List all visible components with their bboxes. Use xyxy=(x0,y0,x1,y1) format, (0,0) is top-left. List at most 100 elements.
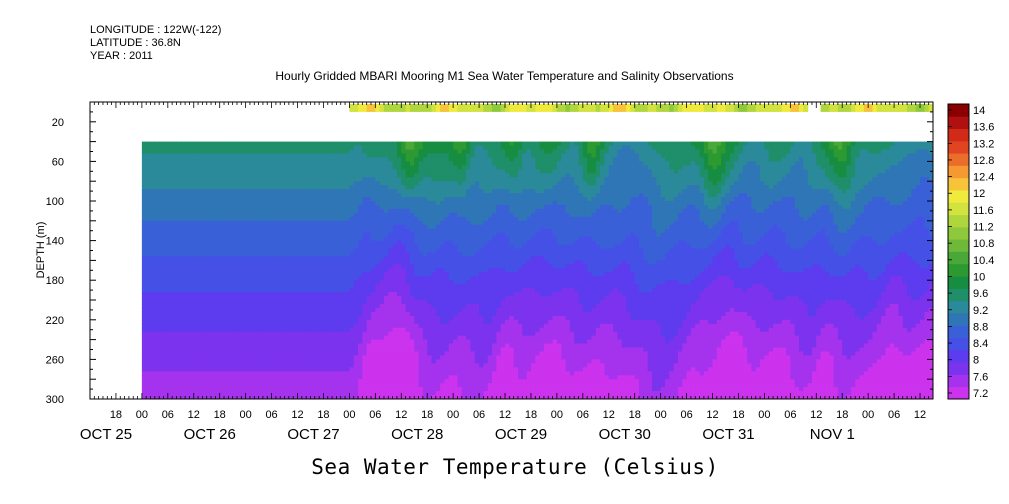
heatmap-cell xyxy=(262,185,268,190)
heatmap-cell xyxy=(159,161,165,166)
heatmap-cell xyxy=(245,153,251,159)
heatmap-cell xyxy=(232,300,238,305)
heatmap-cell xyxy=(431,335,437,341)
heatmap-cell xyxy=(167,335,173,341)
heatmap-cell xyxy=(198,276,203,281)
heatmap-cell xyxy=(345,264,350,269)
heatmap-cell xyxy=(323,391,329,396)
heatmap-cell xyxy=(362,193,368,198)
heatmap-cell xyxy=(340,343,346,349)
heatmap-cell xyxy=(232,201,238,206)
heatmap-cell xyxy=(262,355,268,360)
heatmap-cell xyxy=(396,296,402,301)
heatmap-cell xyxy=(383,224,389,230)
heatmap-cell xyxy=(314,145,320,151)
heatmap-cell xyxy=(332,228,338,234)
heatmap-cell xyxy=(448,375,454,380)
heatmap-cell xyxy=(470,161,476,166)
heatmap-cell xyxy=(185,355,191,360)
heatmap-cell xyxy=(236,379,242,384)
heatmap-cell xyxy=(457,165,463,170)
heatmap-cell xyxy=(366,256,372,261)
heatmap-cell xyxy=(358,387,363,392)
heatmap-cell xyxy=(310,173,316,178)
heatmap-cell xyxy=(150,343,156,349)
heatmap-cell xyxy=(418,387,424,392)
heatmap-cell xyxy=(422,296,428,301)
heatmap-cell xyxy=(185,145,191,151)
heatmap-cell xyxy=(323,248,329,254)
heatmap-cell xyxy=(176,177,182,182)
heatmap-cell xyxy=(349,216,355,222)
heatmap-cell xyxy=(327,248,333,254)
heatmap-cell xyxy=(440,335,446,341)
heatmap-cell xyxy=(293,173,299,178)
heatmap-cell xyxy=(275,264,281,269)
heatmap-cell xyxy=(262,288,268,293)
heatmap-cell xyxy=(353,363,359,368)
heatmap-cell xyxy=(349,379,355,384)
heatmap-cell xyxy=(457,141,463,147)
heatmap-cell xyxy=(310,208,316,214)
heatmap-cell xyxy=(371,363,376,368)
heatmap-cell xyxy=(241,272,247,277)
heatmap-cell xyxy=(401,284,407,289)
heatmap-cell xyxy=(180,165,186,170)
heatmap-cell xyxy=(427,359,433,364)
heatmap-cell xyxy=(362,260,368,265)
heatmap-cell xyxy=(211,157,216,162)
heatmap-cell xyxy=(461,379,467,384)
heatmap-cell xyxy=(228,236,234,242)
heatmap-cell xyxy=(219,236,225,242)
heatmap-cell xyxy=(409,292,415,297)
heatmap-cell xyxy=(141,153,147,159)
heatmap-cell xyxy=(163,228,169,234)
heatmap-cell xyxy=(327,212,333,218)
heatmap-cell xyxy=(431,367,437,372)
heatmap-cell xyxy=(336,244,342,250)
heatmap-cell xyxy=(154,240,160,246)
heatmap-cell xyxy=(435,189,441,194)
heatmap-cell xyxy=(245,220,251,226)
heatmap-cell xyxy=(215,296,221,301)
heatmap-cell xyxy=(388,292,394,297)
heatmap-cell xyxy=(146,149,152,155)
heatmap-cell xyxy=(297,232,303,238)
heatmap-cell xyxy=(284,264,290,269)
heatmap-cell xyxy=(224,288,229,293)
heatmap-cell xyxy=(211,343,216,349)
heatmap-cell xyxy=(288,224,294,230)
heatmap-cell xyxy=(288,339,294,345)
heatmap-cell xyxy=(163,319,169,325)
heatmap-cell xyxy=(375,371,381,376)
heatmap-cell xyxy=(435,240,441,246)
heatmap-cell xyxy=(418,319,424,325)
heatmap-cell xyxy=(258,387,264,392)
heatmap-cell xyxy=(254,204,260,210)
heatmap-cell xyxy=(362,169,368,174)
heatmap-cell xyxy=(193,296,199,301)
heatmap-cell xyxy=(375,331,381,337)
heatmap-cell xyxy=(379,157,385,162)
heatmap-cell xyxy=(396,288,402,293)
heatmap-cell xyxy=(241,177,247,182)
heatmap-cell xyxy=(388,256,394,261)
heatmap-cell xyxy=(470,212,476,218)
heatmap-cell xyxy=(206,367,212,372)
heatmap-cell xyxy=(293,244,299,250)
heatmap-cell xyxy=(418,383,424,388)
heatmap-cell xyxy=(470,216,476,222)
heatmap-cell xyxy=(245,292,251,297)
heatmap-cell xyxy=(435,141,441,147)
heatmap-cell xyxy=(440,292,446,297)
heatmap-cell xyxy=(219,323,225,329)
heatmap-cell xyxy=(427,193,433,198)
heatmap-cell xyxy=(392,383,398,388)
heatmap-cell xyxy=(448,284,454,289)
heatmap-cell xyxy=(448,339,454,345)
heatmap-cell xyxy=(211,387,216,392)
heatmap-cell xyxy=(319,153,325,159)
heatmap-cell xyxy=(448,240,454,246)
heatmap-cell xyxy=(275,256,281,261)
heatmap-cell xyxy=(176,260,182,265)
